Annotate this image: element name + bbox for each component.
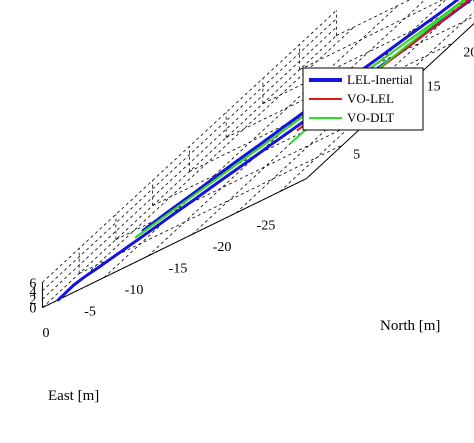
grid-line-north — [78, 144, 344, 274]
grid-line-east — [103, 5, 399, 278]
series-line-vo-dlt — [134, 0, 467, 239]
grid-line-east — [279, 11, 474, 192]
grid-line-north — [152, 76, 417, 206]
axis-edge — [42, 178, 307, 309]
z-tick-label: 2 — [29, 293, 36, 308]
y-tick-label: 15 — [427, 80, 441, 95]
x-tick-label: 0 — [43, 326, 50, 341]
legend-label-vo-lel: VO-LEL — [347, 91, 394, 106]
x-axis-label: East [m] — [48, 388, 99, 404]
trajectory-series — [56, 0, 473, 302]
x-tick-label: -10 — [125, 283, 144, 298]
grid-lines — [41, 0, 474, 309]
grid-line-north — [336, 0, 411, 36]
grid-line-east — [59, 26, 355, 300]
axis-tick-labels: 0-5-10-15-20-2551015202530350246 — [29, 46, 474, 341]
axis-edge — [306, 22, 474, 179]
z-tick-label: 4 — [29, 285, 36, 300]
x-tick-label: -25 — [257, 219, 276, 234]
legend-label-vo-dlt: VO-DLT — [347, 110, 394, 125]
z-tick-label: 6 — [29, 276, 36, 291]
x-tick-label: -5 — [84, 305, 96, 320]
chart-legend: LEL-Inertial VO-LEL VO-DLT — [302, 67, 424, 131]
legend-label-lel-inertial: LEL-Inertial — [347, 72, 413, 87]
y-tick-label: 5 — [353, 148, 360, 163]
grid-line-height — [42, 18, 337, 292]
grid-line-north — [299, 0, 443, 70]
z-tick-label: 0 — [29, 302, 36, 317]
y-axis-label: North [m] — [380, 318, 440, 334]
y-tick-label: 20 — [463, 46, 474, 61]
x-tick-label: -20 — [213, 240, 232, 255]
x-tick-label: -15 — [169, 262, 188, 277]
